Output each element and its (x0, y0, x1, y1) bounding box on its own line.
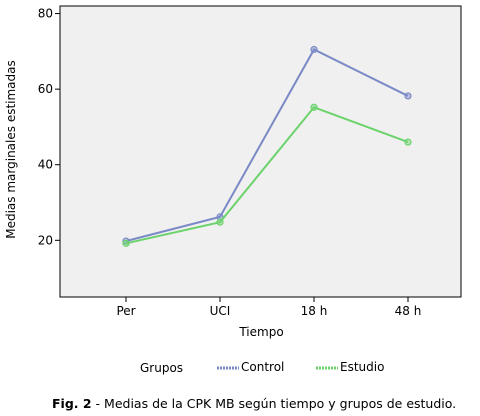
y-tick-label: 80 (38, 7, 53, 21)
data-point-control (404, 92, 412, 100)
legend-label-estudio: Estudio (340, 360, 384, 374)
figure-caption: Fig. 2 - Medias de la CPK MB según tiemp… (52, 396, 456, 411)
x-tick-label: UCI (210, 304, 231, 318)
data-point-estudio (216, 218, 224, 226)
series-layer (122, 45, 412, 247)
legend: Grupos Control Estudio (140, 360, 384, 375)
x-tick-label: Per (116, 304, 135, 318)
legend-title: Grupos (140, 361, 183, 375)
caption-text: - Medias de la CPK MB según tiempo y gru… (91, 396, 457, 411)
series-line-control (125, 48, 409, 243)
y-tick-label: 20 (38, 233, 53, 247)
x-tick-label: 48 h (395, 304, 422, 318)
x-tick-label: 18 h (301, 304, 328, 318)
data-point-control (310, 45, 318, 54)
series-line-estudio (125, 106, 409, 245)
y-tick-label: 60 (38, 82, 53, 96)
data-point-estudio (404, 138, 412, 146)
line-chart: 20 40 60 80 Per UCI 18 h 48 h Medias marginale… (4, 5, 462, 375)
data-point-control (216, 213, 224, 221)
data-point-estudio (310, 103, 318, 111)
x-axis: Per UCI 18 h 48 h (116, 297, 421, 318)
plot-area (59, 5, 462, 298)
data-point-estudio (122, 239, 130, 247)
x-axis-title: Tiempo (238, 325, 283, 339)
caption-label: Fig. 2 (52, 396, 92, 411)
y-axis: 20 40 60 80 (38, 7, 60, 247)
y-axis-title: Medias marginales estimadas (4, 60, 18, 239)
y-tick-label: 40 (38, 158, 53, 172)
legend-label-control: Control (241, 360, 284, 374)
